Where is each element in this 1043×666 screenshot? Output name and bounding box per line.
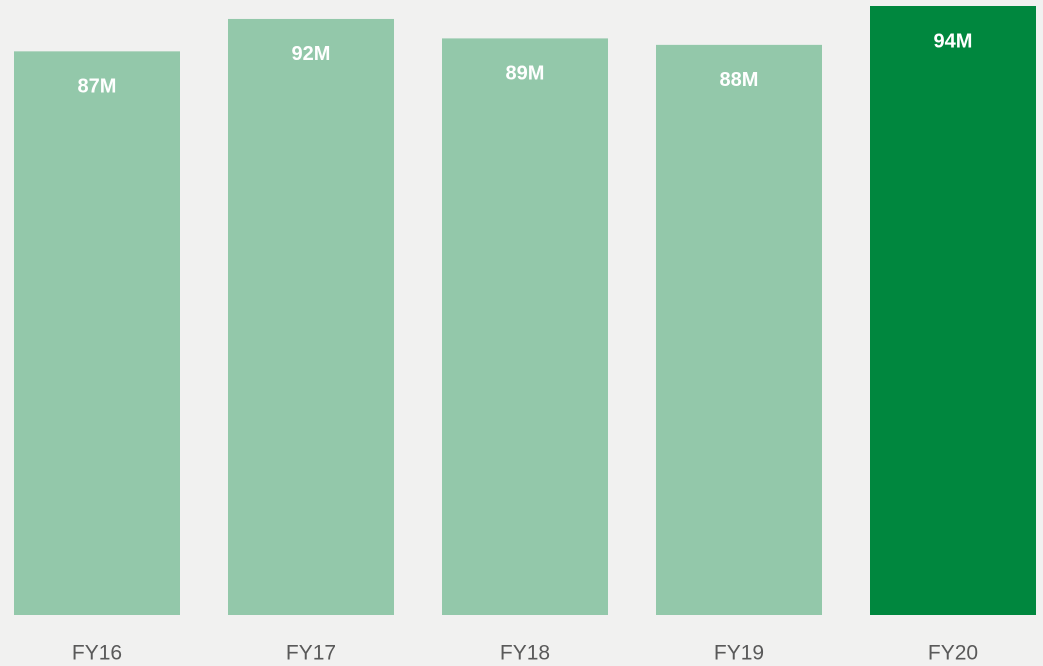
value-label: 89M [506, 63, 545, 85]
page: 87MFY1692MFY1789MFY1888MFY1994MFY20 (() … [0, 0, 1043, 666]
bar [228, 19, 394, 615]
bar [656, 45, 822, 615]
value-label: 88M [720, 69, 759, 91]
bar [870, 6, 1036, 615]
x-tick-label: FY17 [286, 642, 336, 665]
value-label: 87M [78, 76, 117, 98]
x-tick-label: FY20 [928, 642, 978, 665]
x-tick-label: FY19 [714, 642, 764, 665]
x-tick-label: FY16 [72, 642, 122, 665]
chart: 87M FY16 92M FY17 89M FY18 88M FY19 94M FY20 [0, 0, 1043, 666]
x-tick-label: FY18 [500, 642, 550, 665]
value-label: 94M [934, 30, 973, 52]
bar [14, 51, 180, 615]
value-label: 92M [292, 43, 331, 65]
bar [442, 38, 608, 615]
